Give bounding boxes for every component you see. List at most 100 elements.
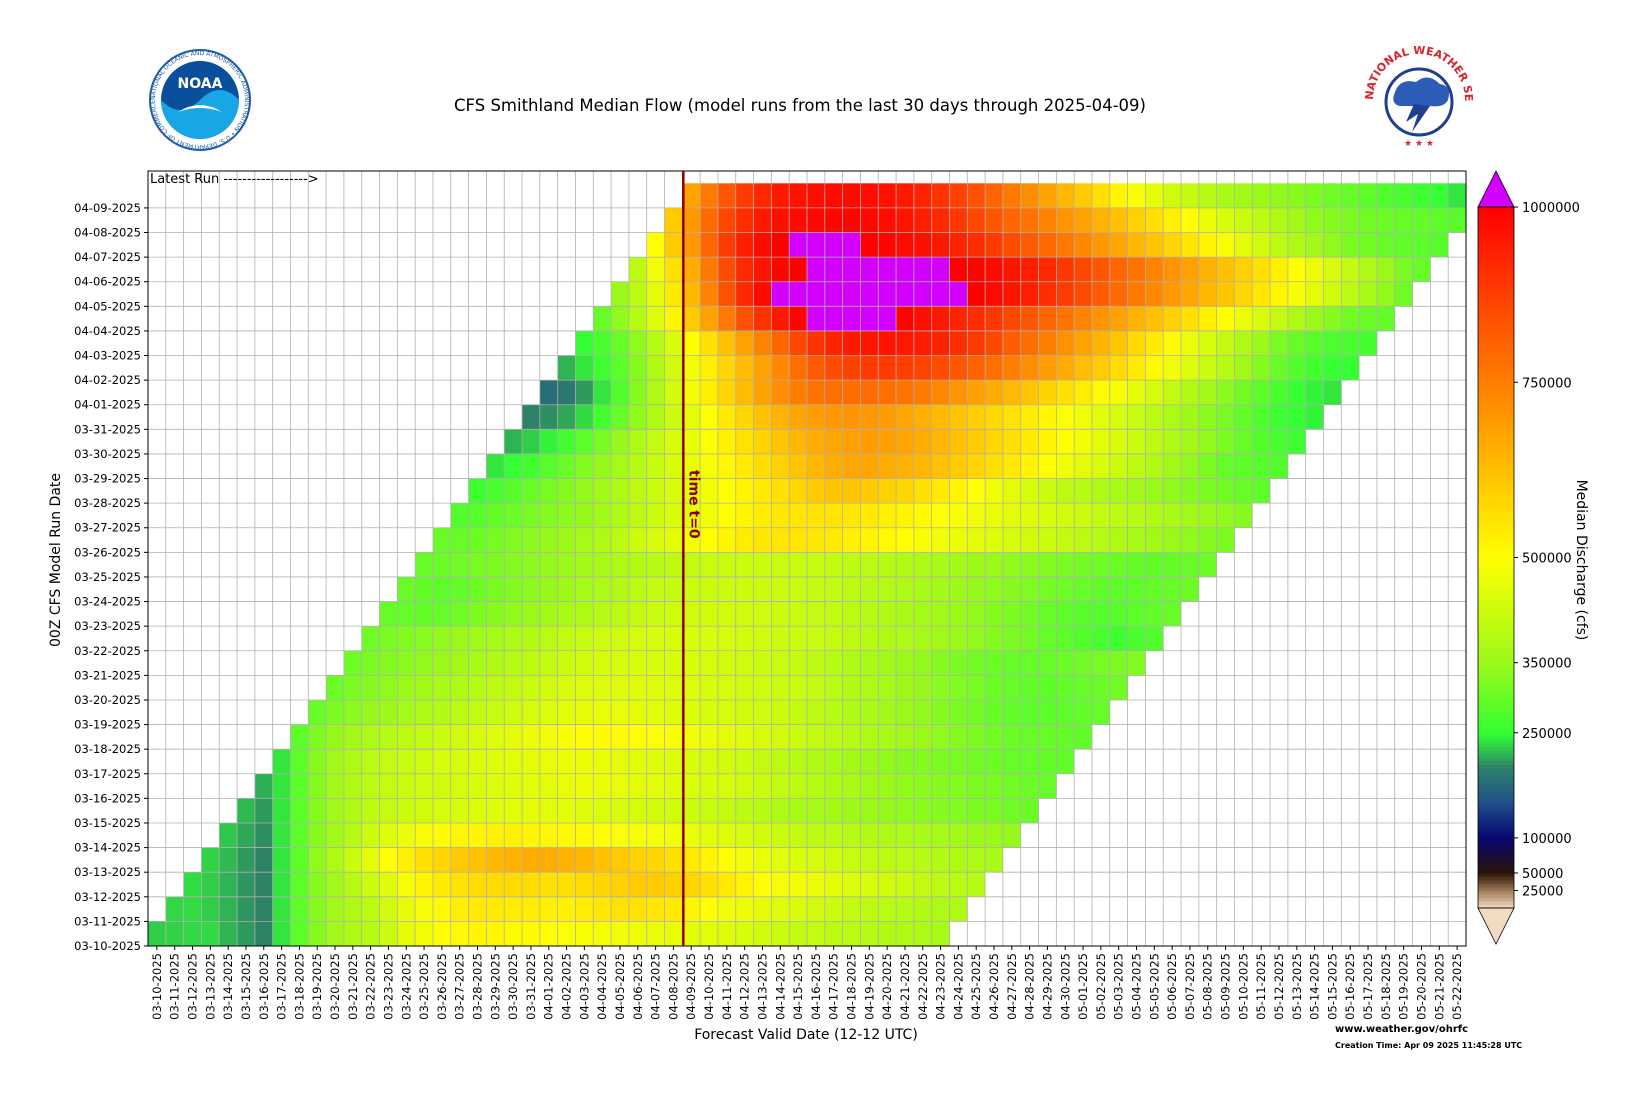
heat-cell [1163, 404, 1182, 430]
heat-cell [771, 355, 790, 381]
heat-cell [646, 650, 665, 676]
heat-cell [807, 429, 826, 455]
heat-cell [486, 847, 505, 873]
heat-cell [415, 675, 434, 701]
x-tick-label: 05-16-2025 [1343, 953, 1357, 1020]
heat-cell [504, 601, 523, 627]
heat-cell [1038, 429, 1057, 455]
heat-cell [1056, 478, 1075, 504]
heat-cell [985, 330, 1004, 356]
x-tick-label: 04-24-2025 [951, 953, 965, 1020]
heat-cell [807, 847, 826, 873]
colorbar-segment [1478, 571, 1514, 576]
heat-cell [913, 626, 932, 652]
heat-cell [700, 896, 719, 922]
heat-cell [1127, 404, 1146, 430]
heat-cell [1002, 257, 1022, 283]
heat-cell [913, 355, 932, 381]
heat-cell [1127, 576, 1146, 602]
heat-cell [842, 453, 861, 479]
heat-cell [468, 872, 487, 898]
heat-cell [753, 749, 772, 775]
heat-cell [468, 749, 487, 775]
heat-cell [432, 675, 452, 701]
heat-cell [913, 306, 932, 332]
heat-cell [949, 773, 968, 799]
heat-cell [735, 724, 754, 750]
heat-cell [272, 749, 291, 775]
x-tick-label: 03-17-2025 [275, 953, 289, 1020]
heat-cell [931, 650, 950, 676]
heat-cell [468, 527, 487, 553]
heat-cell [913, 847, 932, 873]
heat-cell [308, 847, 327, 873]
heat-cell [682, 330, 701, 356]
heat-cell [700, 576, 719, 602]
y-tick-label: 03-12-2025 [74, 890, 141, 904]
heat-cell [1074, 257, 1093, 283]
heat-cell [860, 429, 879, 455]
heat-cell [379, 724, 398, 750]
heat-cell [789, 232, 808, 258]
heat-cell [1234, 429, 1253, 455]
heat-cell [308, 699, 327, 725]
heat-cell [717, 380, 737, 406]
heat-cell [682, 576, 701, 602]
heat-cell [1038, 330, 1057, 356]
colorbar-segment [1478, 599, 1514, 604]
colorbar-segment [1478, 371, 1514, 376]
colorbar-segment [1478, 564, 1514, 569]
heat-cell [735, 896, 754, 922]
heat-cell [860, 798, 879, 824]
heat-cell [361, 675, 380, 701]
heat-cell [1216, 330, 1235, 356]
heat-cell [593, 896, 612, 922]
x-tick-label: 03-12-2025 [186, 953, 200, 1020]
x-tick-label: 03-20-2025 [328, 953, 342, 1020]
heat-cell [557, 650, 576, 676]
colorbar-segment [1478, 322, 1514, 327]
heat-cell [878, 576, 897, 602]
heat-cell [1127, 306, 1146, 332]
heat-cell [682, 724, 701, 750]
heat-cell [1002, 207, 1022, 233]
heat-cell [789, 306, 808, 332]
heat-cell [896, 847, 915, 873]
heat-cell [1074, 650, 1093, 676]
heat-cell [771, 921, 790, 947]
heat-cell [646, 699, 665, 725]
colorbar-segment [1478, 883, 1514, 888]
heat-cell [949, 183, 968, 209]
heat-cell [860, 896, 879, 922]
heat-cell [860, 552, 879, 578]
colorbar-segment [1478, 550, 1514, 555]
heat-cell [735, 380, 754, 406]
heat-cell [1376, 232, 1396, 258]
colorbar-segment [1478, 764, 1514, 769]
colorbar-segment [1478, 228, 1514, 232]
heat-cell [1270, 355, 1289, 381]
heat-cell [219, 896, 238, 922]
heat-cell [967, 724, 986, 750]
heat-cell [522, 798, 541, 824]
heat-cell [824, 675, 843, 701]
heat-cell [468, 601, 487, 627]
y-axis-ticks: 03-10-202503-11-202503-12-202503-13-2025… [74, 201, 148, 953]
heat-cell [628, 552, 647, 578]
heat-cell [575, 675, 594, 701]
heat-cell [771, 207, 790, 233]
heat-cell [522, 847, 541, 873]
heat-cell [1038, 552, 1057, 578]
colorbar-segment [1478, 487, 1514, 492]
heat-cell [789, 330, 808, 356]
heat-cell [807, 503, 826, 529]
footer-creation-time: Creation Time: Apr 09 2025 11:45:28 UTC [1335, 1041, 1523, 1050]
heat-cell [842, 699, 861, 725]
heat-cell [860, 822, 879, 848]
heat-cell [1376, 257, 1396, 283]
heat-cell [611, 724, 630, 750]
x-tick-label: 04-25-2025 [969, 953, 983, 1020]
heat-cell [842, 798, 861, 824]
heat-cell [789, 429, 808, 455]
heat-cell [896, 749, 915, 775]
